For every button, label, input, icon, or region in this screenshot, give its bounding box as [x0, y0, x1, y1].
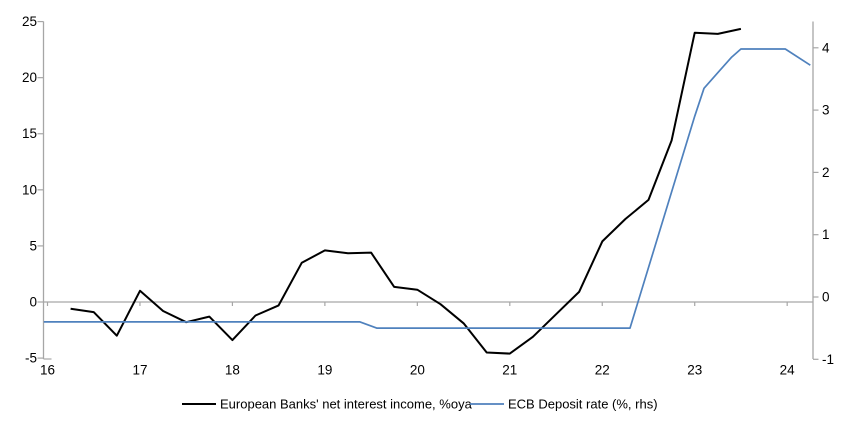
x-axis-tick-label: 18	[225, 363, 240, 378]
legend: European Banks' net interest income, %oy…	[182, 397, 658, 412]
right-axis-tick-label: 2	[822, 165, 830, 180]
x-axis-tick-label: 20	[410, 363, 425, 378]
x-axis-tick-label: 19	[317, 363, 332, 378]
left-axis-tick-label: 25	[22, 14, 37, 29]
left-axis-tick-label: 10	[22, 182, 37, 197]
x-axis-tick-label: 17	[132, 363, 147, 378]
ecb-deposit-rate-line-series	[43, 48, 811, 329]
net-interest-income-line-series	[70, 27, 742, 355]
x-axis-tick-label: 24	[780, 363, 796, 378]
left-axis-tick-label: 0	[29, 295, 37, 310]
x-axis-tick-label: 16	[40, 363, 55, 378]
x-axis-tick-label: 23	[687, 363, 702, 378]
legend-ecb-label: ECB Deposit rate (%, rhs)	[508, 397, 658, 412]
left-axis-tick-label: -5	[25, 351, 37, 366]
left-axis-tick-label: 20	[22, 70, 37, 85]
left-axis-tick-label: 15	[22, 126, 37, 141]
right-axis-tick-label: 4	[822, 40, 830, 55]
left-axis-tick-label: 5	[29, 238, 37, 253]
x-axis-tick-label: 21	[502, 363, 517, 378]
right-axis-tick-label: 0	[822, 290, 830, 305]
right-axis-tick-label: 1	[822, 227, 830, 242]
legend-nii-label: European Banks' net interest income, %oy…	[220, 397, 473, 412]
axes-group	[37, 20, 819, 360]
x-axis-tick-label: 22	[595, 363, 610, 378]
right-axis-tick-label: -1	[822, 352, 834, 367]
right-axis-tick-label: 3	[822, 103, 830, 118]
